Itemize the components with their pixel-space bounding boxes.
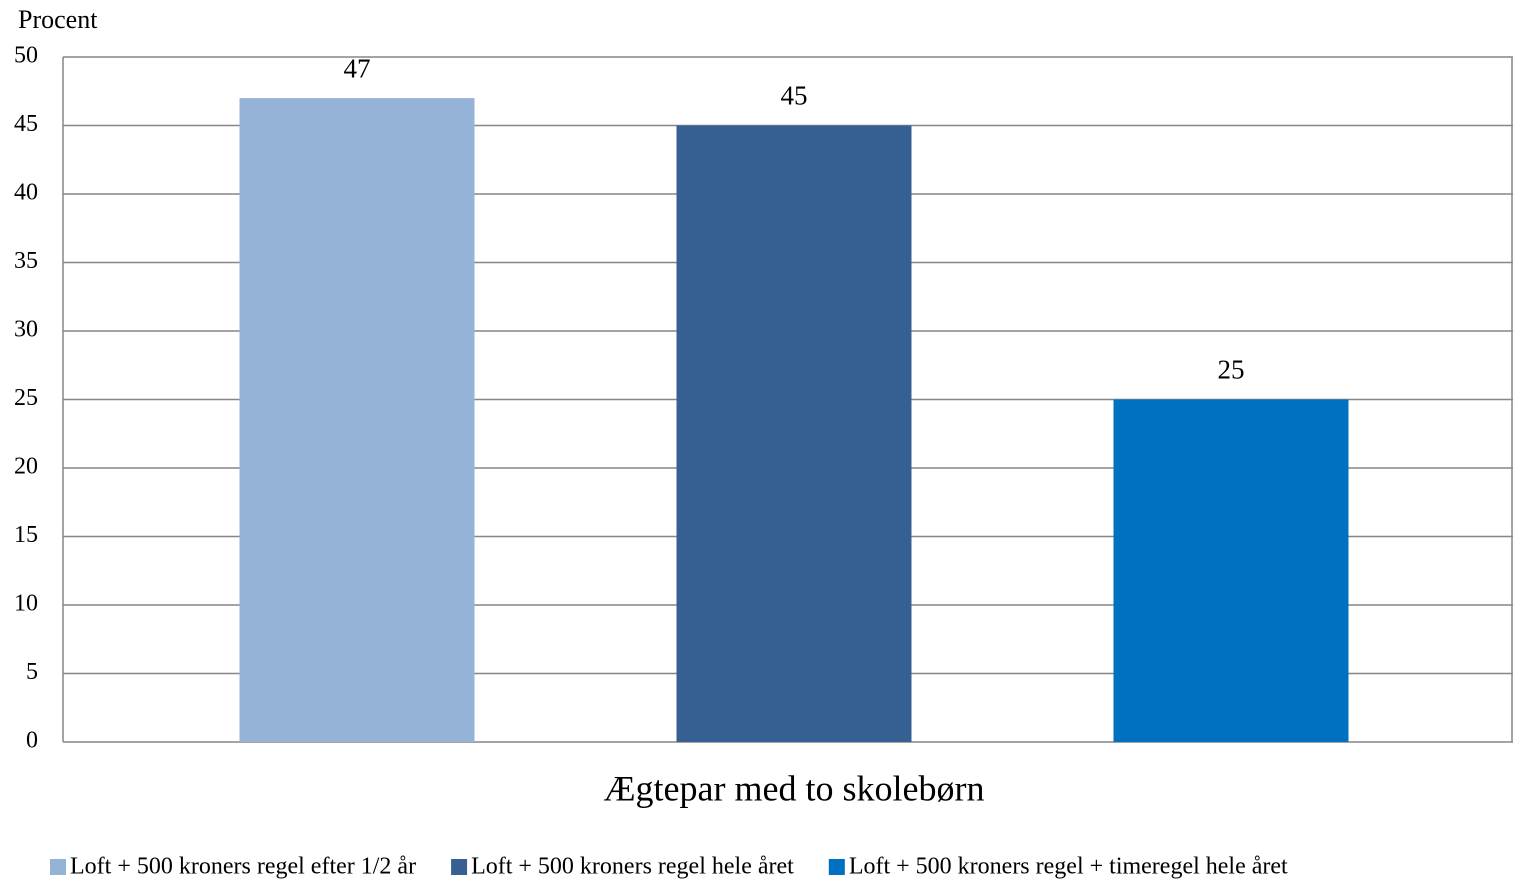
y-tick-label: 25 [14,385,38,411]
legend-label: Loft + 500 kroners regel + timeregel hel… [849,854,1288,880]
legend-swatch [828,859,845,875]
legend-label: Loft + 500 kroners regel hele året [471,854,794,880]
legend-swatch [451,859,468,875]
y-axis-title: Procent [18,5,98,34]
y-tick-label: 15 [14,522,38,548]
x-tick-label: Ægtepar med to skolebørn [604,768,985,808]
y-tick-label: 30 [14,317,38,343]
y-tick-label: 0 [26,728,38,754]
bar [1113,399,1349,742]
y-tick-label: 40 [14,180,38,206]
y-tick-label: 45 [14,111,38,137]
bar [676,125,912,742]
legend-label: Loft + 500 kroners regel efter 1/2 år [70,854,416,880]
legend-swatch [50,859,66,875]
value-label: 25 [1218,355,1245,385]
y-tick-label: 20 [14,454,38,480]
y-tick-label: 10 [14,591,38,617]
bar [239,98,475,743]
y-tick-label: 50 [14,43,38,69]
value-label: 45 [781,81,808,111]
y-tick-label: 35 [14,248,38,274]
y-tick-label: 5 [26,659,38,685]
value-label: 47 [344,53,371,83]
